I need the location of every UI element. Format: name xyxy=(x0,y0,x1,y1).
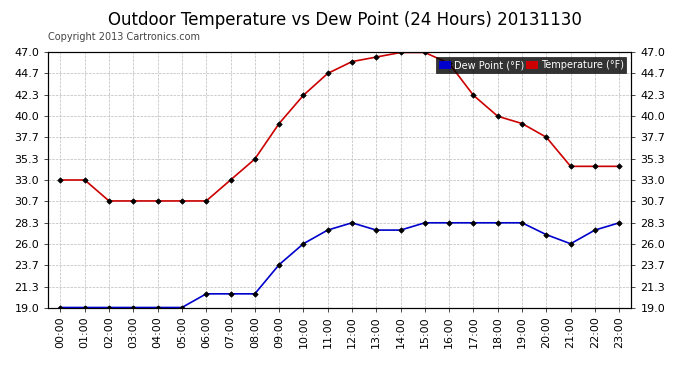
Text: Outdoor Temperature vs Dew Point (24 Hours) 20131130: Outdoor Temperature vs Dew Point (24 Hou… xyxy=(108,11,582,29)
Legend: Dew Point (°F), Temperature (°F): Dew Point (°F), Temperature (°F) xyxy=(436,57,627,73)
Text: Copyright 2013 Cartronics.com: Copyright 2013 Cartronics.com xyxy=(48,32,200,42)
